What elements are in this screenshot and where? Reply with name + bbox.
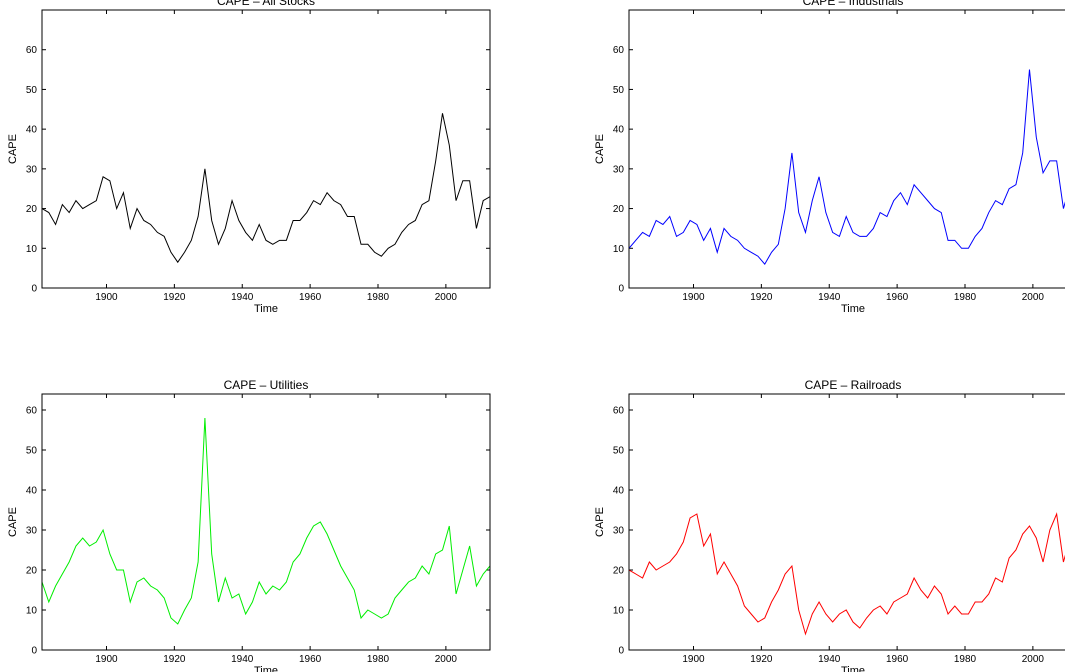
x-axis-label: Time <box>254 303 278 315</box>
y-tick-label: 40 <box>26 486 38 497</box>
y-tick-label: 20 <box>26 204 38 215</box>
x-tick-label: 1920 <box>750 292 773 303</box>
x-tick-label: 1940 <box>231 292 254 303</box>
y-tick-label: 60 <box>26 45 38 56</box>
plot-area <box>42 394 490 650</box>
plot-frame <box>628 9 1065 289</box>
y-tick-label: 40 <box>613 125 625 136</box>
data-line <box>629 512 1065 636</box>
chart-title: CAPE – Utilities <box>224 378 309 392</box>
y-tick-label: 20 <box>613 566 625 577</box>
x-tick-label: 1980 <box>367 654 390 665</box>
y-tick-label: 50 <box>613 85 625 96</box>
x-tick-label: 1940 <box>818 654 841 665</box>
data-line <box>42 113 490 264</box>
plot-area <box>629 10 1065 288</box>
subplot: CAPE – Railroads 1900 1920 1940 1960 1980 2000… <box>594 378 1065 672</box>
data-line <box>629 69 1065 266</box>
subplot: CAPE – Utilities 1900 1920 1940 1960 1980 2000… <box>7 378 491 672</box>
x-tick-label: 1900 <box>95 654 118 665</box>
x-tick-label: 1900 <box>95 292 118 303</box>
plot-frame <box>628 393 1065 651</box>
y-axis-label: CAPE <box>594 134 606 164</box>
data-line <box>42 417 490 625</box>
y-tick-label: 10 <box>26 244 38 255</box>
x-tick-label: 1920 <box>163 292 186 303</box>
y-tick-label: 50 <box>26 446 38 457</box>
y-axis-label: CAPE <box>7 134 19 164</box>
y-tick-label: 60 <box>613 45 625 56</box>
y-tick-label: 30 <box>26 164 38 175</box>
x-tick-label: 1940 <box>231 654 254 665</box>
y-tick-label: 20 <box>613 204 625 215</box>
y-tick-label: 30 <box>613 526 625 537</box>
x-tick-label: 1900 <box>682 654 705 665</box>
x-axis-label: Time <box>841 303 865 315</box>
x-tick-label: 1960 <box>886 292 909 303</box>
y-tick-label: 60 <box>26 406 38 417</box>
x-tick-label: 2000 <box>435 292 458 303</box>
y-tick-label: 40 <box>613 486 625 497</box>
chart-title: CAPE – Industrials <box>803 0 904 8</box>
x-tick-label: 2000 <box>435 654 458 665</box>
y-tick-label: 0 <box>31 284 37 295</box>
y-tick-label: 50 <box>613 446 625 457</box>
x-tick-label: 1960 <box>299 292 322 303</box>
x-tick-label: 1980 <box>954 292 977 303</box>
y-tick-label: 10 <box>613 244 625 255</box>
x-axis-label: Time <box>841 665 865 672</box>
y-axis-label: CAPE <box>594 507 606 537</box>
plot-frame <box>41 9 491 289</box>
x-tick-label: 1980 <box>367 292 390 303</box>
chart-title: CAPE – Railroads <box>805 378 902 392</box>
y-tick-label: 0 <box>618 646 624 657</box>
x-tick-label: 1960 <box>299 654 322 665</box>
y-tick-label: 30 <box>613 164 625 175</box>
x-tick-label: 2000 <box>1022 292 1045 303</box>
y-tick-label: 10 <box>26 606 38 617</box>
subplot: CAPE – Industrials 1900 1920 1940 1960 1980 20… <box>594 0 1065 315</box>
y-tick-label: 10 <box>613 606 625 617</box>
y-tick-label: 50 <box>26 85 38 96</box>
chart-title: CAPE – All Stocks <box>217 0 315 8</box>
y-tick-label: 60 <box>613 406 625 417</box>
y-axis-label: CAPE <box>7 507 19 537</box>
y-tick-label: 40 <box>26 125 38 136</box>
x-tick-label: 1960 <box>886 654 909 665</box>
plot-area <box>629 394 1065 650</box>
x-tick-label: 1980 <box>954 654 977 665</box>
x-tick-label: 1940 <box>818 292 841 303</box>
y-tick-label: 20 <box>26 566 38 577</box>
x-tick-label: 2000 <box>1022 654 1045 665</box>
plot-frame <box>41 393 491 651</box>
y-tick-label: 0 <box>618 284 624 295</box>
y-tick-label: 30 <box>26 526 38 537</box>
x-tick-label: 1920 <box>750 654 773 665</box>
y-tick-label: 0 <box>31 646 37 657</box>
plot-area <box>42 10 490 288</box>
x-tick-label: 1920 <box>163 654 186 665</box>
x-axis-label: Time <box>254 665 278 672</box>
x-tick-label: 1900 <box>682 292 705 303</box>
